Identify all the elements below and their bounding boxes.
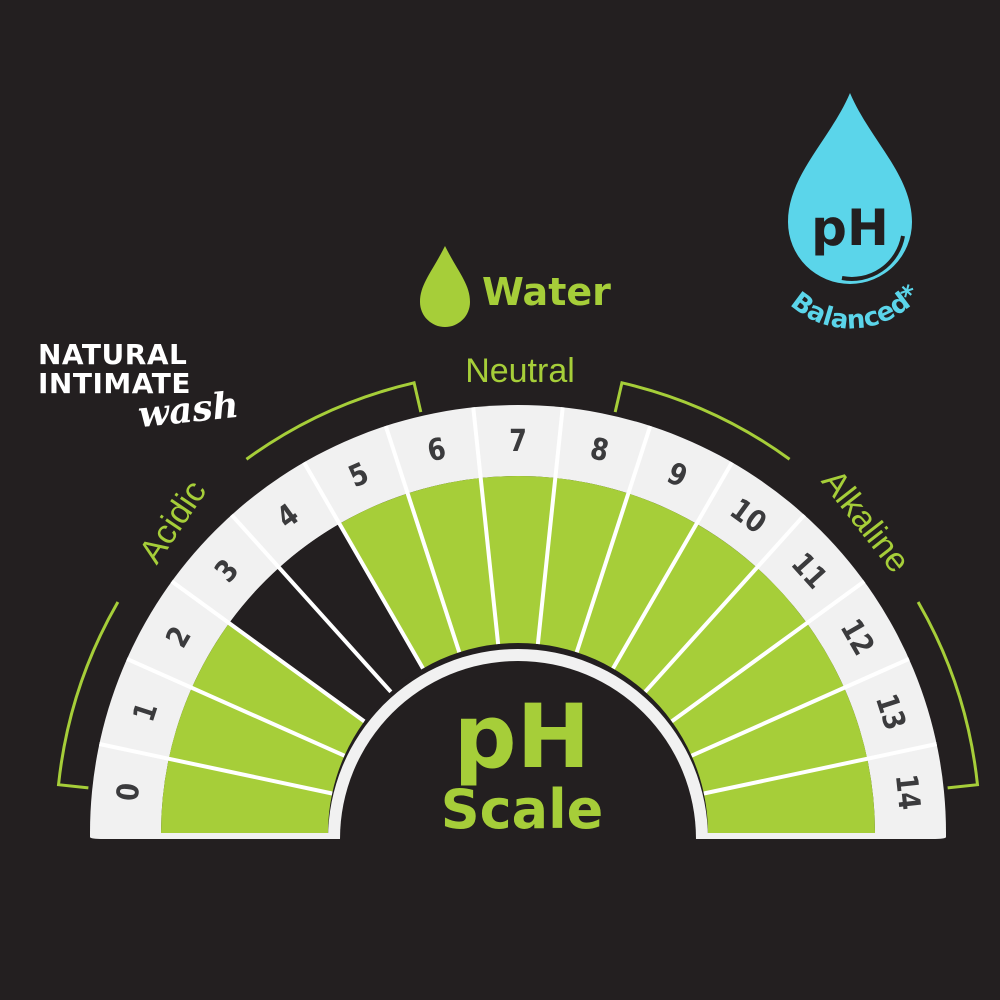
segment-bar-4 [279,523,423,692]
brand-line1: NATURAL [38,338,188,371]
neutral-bracket-right [613,381,791,461]
segment-divider [471,407,501,645]
segment-number-14: 14 [888,773,927,812]
segment-bar-2 [191,623,365,756]
segment-divider [690,657,910,758]
water-drop-icon [420,246,470,327]
segment-divider [98,742,333,796]
segment-bar-3 [229,567,391,722]
brand-logo: NATURAL INTIMATE wash [38,338,241,436]
segment-number-0: 0 [109,781,146,802]
segment-bar-7 [480,476,556,645]
segment-bar-9 [576,493,697,669]
badge-smile-curve [841,235,905,281]
segment-bar-6 [407,477,499,653]
neutral-label: Neutral [465,352,575,390]
segment-divider [703,742,938,796]
segment-divider [302,461,425,670]
hub-center [340,661,696,839]
segment-divider [230,513,393,694]
badge-ph-text: pH [811,199,889,257]
segment-divider [126,657,346,758]
segment-bar-10 [613,523,757,692]
segment-bar-8 [537,477,629,653]
segment-bar-5 [339,493,460,669]
segment-bar-11 [645,567,807,722]
acidic-bracket-lower [56,601,120,790]
segment-divider [574,425,653,653]
segment-bar-12 [671,623,845,756]
segment-number-7: 7 [509,423,527,459]
ph-balanced-badge: pH Balanced* [785,93,927,336]
badge-balanced-text: Balanced* [785,279,926,336]
segment-bar-14 [703,758,875,833]
segment-divider [383,425,462,653]
center-scale-text: Scale [441,778,603,841]
segment-divider [170,579,366,723]
balanced-drop-icon [788,93,912,284]
center-ph-text: pH [454,685,591,788]
segment-divider [670,579,866,723]
brand-line3: wash [136,383,241,437]
brand-line2: INTIMATE [38,367,191,400]
water-label: Water [482,270,611,314]
segment-divider [643,513,806,694]
segment-divider [611,461,734,670]
badge-balanced-textpath: Balanced* [785,279,926,336]
neutral-bracket-left [245,381,423,461]
segment-bar-0 [161,758,333,833]
alkaline-bracket [916,601,980,790]
segment-divider [535,407,565,645]
